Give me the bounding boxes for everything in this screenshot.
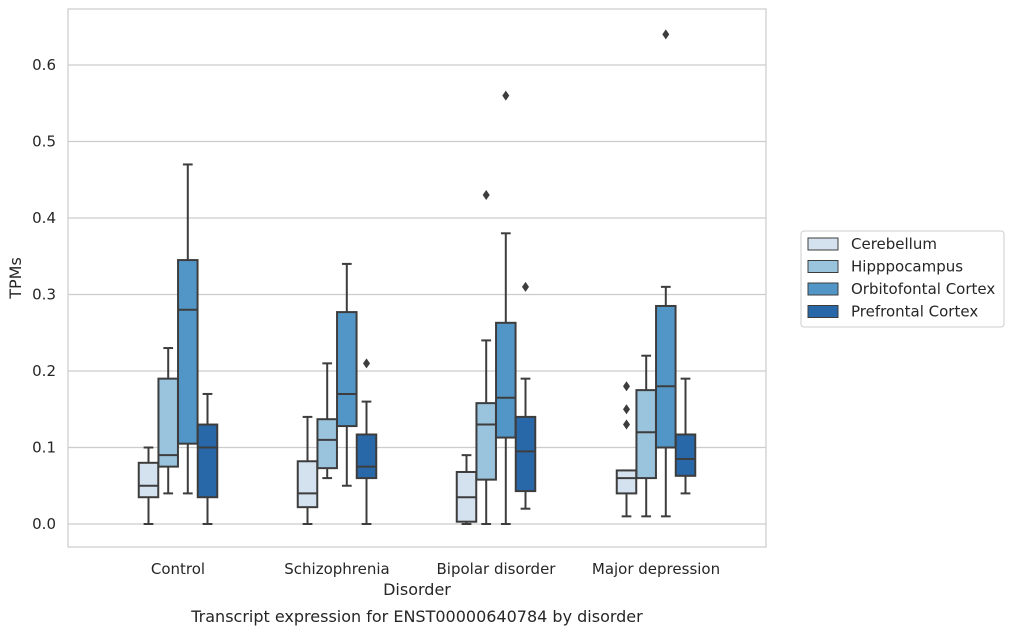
box-iqr [137, 461, 160, 499]
outlier-point [363, 358, 370, 369]
box-iqr [635, 389, 657, 480]
legend-swatch [807, 305, 839, 318]
box-plot [157, 347, 179, 495]
y-tick-label: 0.4 [32, 209, 56, 227]
x-tick-labels: Control Schizophrenia Bipolar disorder Majo… [151, 560, 720, 578]
box-iqr [355, 433, 378, 480]
x-tick-label: Schizophrenia [284, 560, 389, 578]
y-tick-label: 0.2 [32, 362, 56, 380]
box-iqr [475, 402, 497, 481]
box-iqr [336, 311, 358, 428]
outlier-point [623, 419, 630, 430]
outlier-point [662, 29, 670, 40]
box-plot [296, 415, 319, 525]
box-plot [316, 362, 338, 480]
y-axis-label: TPMs [6, 257, 25, 300]
outlier-point [502, 90, 510, 101]
legend-item: Hipppocampus [807, 258, 963, 276]
box-iqr [514, 415, 537, 493]
x-axis-label: Disorder [383, 580, 451, 599]
box-iqr [674, 433, 697, 477]
box-plot [475, 190, 497, 525]
y-tick-label: 0.6 [32, 56, 56, 74]
box-plot [674, 377, 697, 495]
outlier-point [482, 190, 490, 201]
legend-item: Cerebellum [807, 235, 937, 253]
legend-swatch [807, 282, 839, 296]
x-tick-label: Control [151, 560, 205, 578]
legend-swatch [807, 260, 839, 273]
box-plot [655, 29, 677, 518]
box-plot [635, 354, 657, 518]
y-tick-label: 0.5 [32, 133, 56, 151]
chart-caption: Transcript expression for ENST0000064078… [190, 607, 643, 626]
box-plot [455, 454, 478, 525]
legend-label: Orbitofontal Cortex [851, 280, 995, 298]
box-iqr [157, 377, 179, 468]
plot-frame [67, 8, 767, 548]
legend-item: Prefrontal Cortex [807, 303, 978, 321]
box-iqr [495, 321, 517, 439]
box-iqr [655, 304, 677, 449]
box-plot [177, 163, 199, 495]
x-tick-label: Major depression [592, 560, 720, 578]
box-iqr [177, 259, 199, 445]
x-tick-label: Bipolar disorder [437, 560, 557, 578]
box-plot [355, 358, 378, 525]
box-plot [615, 381, 638, 518]
box-plot [196, 392, 219, 525]
y-tick-label: 0.1 [32, 439, 56, 457]
y-tick-label: 0.3 [32, 286, 56, 304]
legend-swatch [807, 237, 839, 251]
box-plot [514, 281, 537, 510]
outlier-point [623, 381, 630, 392]
box-plot [336, 262, 358, 487]
box-iqr [316, 418, 338, 470]
box-iqr [196, 423, 219, 499]
outlier-point [522, 281, 529, 292]
y-tick-labels: 0.0 0.1 0.2 0.3 0.4 0.5 0.6 [32, 56, 56, 533]
legend-label: Cerebellum [851, 235, 937, 253]
box-iqr [615, 469, 638, 495]
box-plot [495, 90, 517, 525]
legend-item: Orbitofontal Cortex [807, 280, 995, 298]
y-tick-label: 0.0 [32, 515, 56, 533]
legend-frame [800, 230, 1005, 328]
box-iqr [296, 460, 319, 509]
box-plot [137, 446, 160, 525]
outlier-point [623, 404, 630, 415]
box-plots [137, 29, 697, 525]
legend-label: Hipppocampus [851, 258, 963, 276]
legend-label: Prefrontal Cortex [851, 303, 978, 321]
legend: Cerebellum Hipppocampus Orbitofontal Corte… [800, 230, 1005, 328]
